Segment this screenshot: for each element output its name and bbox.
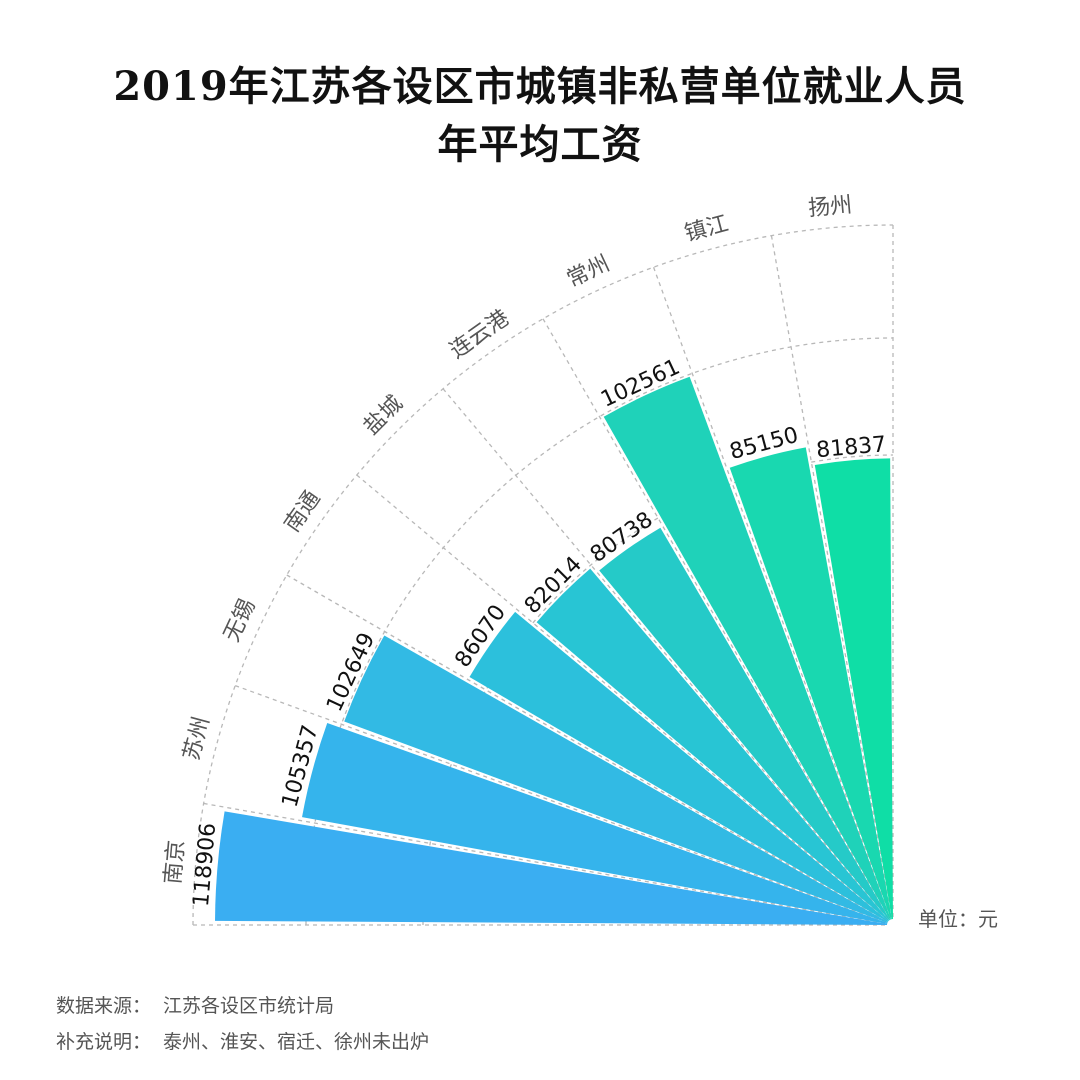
bar-sector-2 (344, 635, 893, 925)
category-label: 镇江 (682, 211, 731, 247)
bar-sector-6 (603, 376, 893, 925)
category-label: 南通 (280, 487, 326, 537)
bar-sector-7 (729, 447, 893, 925)
bar-sector-3 (469, 611, 893, 925)
category-label: 盐城 (359, 391, 408, 440)
bar-sector-8 (814, 458, 893, 925)
note-line: 补充说明： 泰州、淮安、宿迁、徐州未出炉 (56, 1024, 441, 1060)
note-value: 泰州、淮安、宿迁、徐州未出炉 (163, 1031, 430, 1053)
category-label: 南京 (161, 839, 190, 885)
note-label: 补充说明： (56, 1031, 152, 1053)
source-label: 数据来源： (56, 995, 152, 1017)
unit-label: 单位：元 (918, 907, 998, 931)
chart-bars (215, 376, 899, 931)
bar-sector-5 (599, 527, 893, 925)
category-label: 无锡 (219, 595, 260, 645)
source-value: 江苏各设区市统计局 (163, 995, 335, 1017)
chart-title: 2019年江苏各设区市城镇非私营单位就业人员 年平均工资 (0, 58, 1080, 174)
chart-title-line2: 年平均工资 (437, 121, 643, 168)
category-label: 连云港 (446, 306, 514, 364)
bar-sector-1 (302, 722, 893, 925)
chart-title-line1: 2019年江苏各设区市城镇非私营单位就业人员 (113, 63, 967, 110)
category-label: 苏州 (179, 714, 215, 763)
category-label: 扬州 (807, 193, 853, 222)
value-label: 81837 (815, 432, 887, 463)
grid-ring (192, 224, 894, 926)
center-hub (887, 919, 899, 931)
source-line: 数据来源： 江苏各设区市统计局 (56, 988, 441, 1024)
bar-sector-4 (536, 568, 893, 925)
footer: 数据来源： 江苏各设区市统计局 补充说明： 泰州、淮安、宿迁、徐州未出炉 (56, 988, 441, 1060)
bar-sector-0 (215, 811, 894, 925)
